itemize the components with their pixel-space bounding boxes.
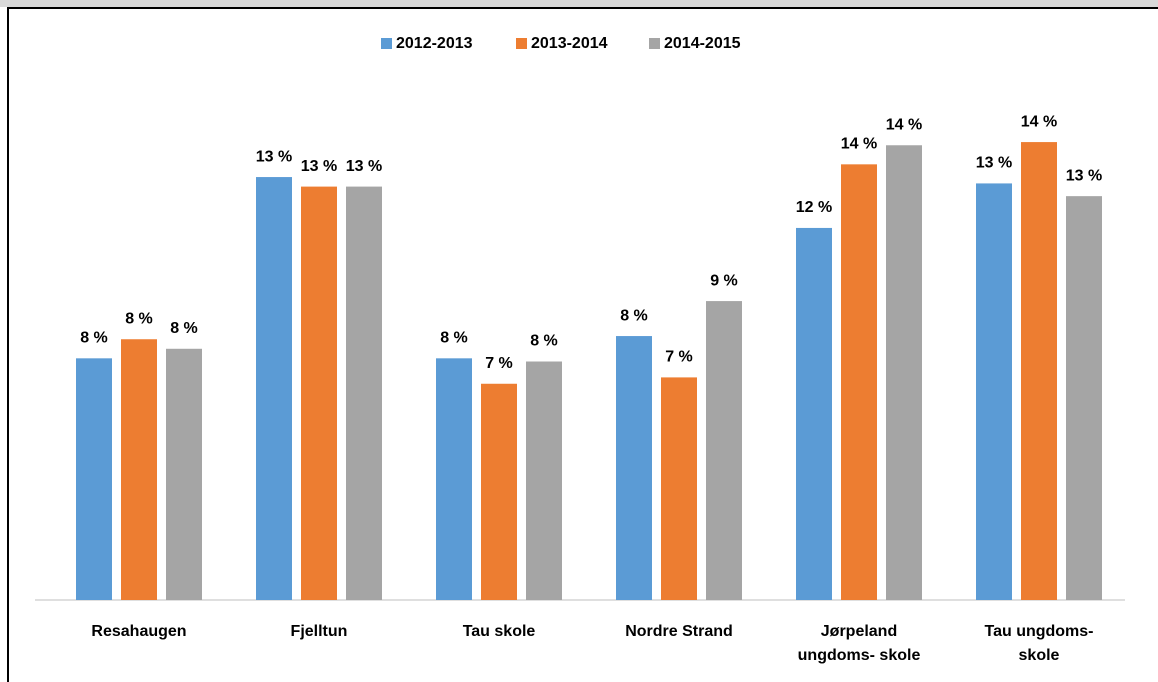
x-tick-label: Nordre Strand [625, 623, 733, 640]
data-label: 9 % [710, 272, 738, 289]
data-label: 12 % [796, 199, 832, 216]
bar [301, 186, 337, 600]
x-tick-label: Resahaugen [91, 623, 187, 640]
data-label: 8 % [620, 307, 648, 324]
data-label: 14 % [841, 136, 877, 153]
legend-label: 2013-2014 [531, 35, 608, 52]
data-label: 8 % [440, 330, 468, 347]
bar [481, 383, 517, 600]
bar [616, 336, 652, 600]
legend-label: 2012-2013 [396, 35, 473, 52]
data-label: 13 % [1066, 167, 1102, 184]
x-tick-label: Fjelltun [290, 623, 348, 640]
bar [1066, 196, 1102, 600]
data-label: 13 % [301, 158, 337, 175]
data-label: 8 % [530, 333, 558, 350]
legend-swatch [516, 38, 527, 49]
legend-swatch [381, 38, 392, 49]
data-label: 7 % [485, 355, 513, 372]
frame [7, 7, 1158, 682]
bar [256, 177, 292, 600]
data-label: 8 % [125, 310, 153, 327]
data-label: 14 % [1021, 113, 1057, 130]
data-label: 13 % [346, 158, 382, 175]
top-band [0, 0, 1158, 7]
x-tick-label: Tau ungdoms- skole [984, 623, 1094, 664]
data-label: 8 % [80, 330, 108, 347]
data-label: 7 % [665, 349, 693, 366]
bar [166, 348, 202, 600]
bar [76, 358, 112, 600]
bar [121, 339, 157, 600]
data-label: 13 % [976, 155, 1012, 172]
bar [526, 361, 562, 600]
x-tick-label: Jørpeland ungdoms- skole [797, 623, 921, 664]
legend-label: 2014-2015 [664, 35, 741, 52]
data-label: 14 % [886, 116, 922, 133]
bar [661, 377, 697, 600]
legend-swatch [649, 38, 660, 49]
bar [1021, 142, 1057, 600]
data-label: 8 % [170, 320, 198, 337]
x-tick-label: Tau skole [462, 623, 536, 640]
bar [841, 164, 877, 600]
bar [706, 301, 742, 600]
data-label: 13 % [256, 148, 292, 165]
bar [886, 145, 922, 600]
bar [346, 186, 382, 600]
bar [796, 227, 832, 600]
bar [436, 358, 472, 600]
bar [976, 183, 1012, 601]
